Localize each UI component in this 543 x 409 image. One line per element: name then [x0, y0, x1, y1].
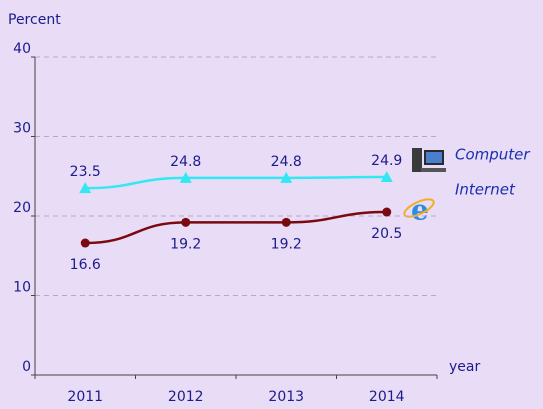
marker	[181, 217, 191, 227]
marker	[281, 217, 291, 227]
series-line	[85, 210, 387, 245]
y-tick-label: 10	[13, 280, 31, 296]
marker	[179, 171, 192, 183]
data-label: 19.2	[170, 236, 201, 252]
marker	[80, 238, 90, 248]
data-label: 23.5	[70, 164, 101, 180]
series-line	[85, 175, 387, 190]
y-tick-label: 20	[13, 200, 31, 216]
y-tick-label: 30	[13, 121, 31, 137]
x-axis-label: year	[449, 359, 480, 375]
x-tick-label: 2011	[67, 389, 103, 405]
computer-icon	[412, 148, 446, 172]
data-label: 24.8	[170, 154, 201, 170]
data-label: 24.9	[371, 153, 402, 169]
data-label: 20.5	[371, 226, 402, 242]
series-name: Internet	[455, 181, 516, 199]
data-label: 19.2	[271, 236, 302, 252]
y-tick-label: 40	[13, 41, 31, 57]
x-tick-label: 2012	[168, 389, 204, 405]
data-label: 24.8	[271, 154, 302, 170]
data-label: 16.6	[70, 257, 101, 273]
y-axis-label: Percent	[8, 12, 61, 28]
x-tick-label: 2013	[268, 389, 304, 405]
x-tick-label: 2014	[369, 389, 405, 405]
marker	[382, 207, 392, 217]
series-name: Computer	[455, 146, 530, 164]
marker	[280, 171, 293, 183]
svg-text:e: e	[411, 194, 429, 227]
marker	[380, 171, 393, 183]
internet-icon: e	[403, 194, 435, 227]
y-tick-label: 0	[22, 359, 31, 375]
marker	[79, 182, 92, 194]
